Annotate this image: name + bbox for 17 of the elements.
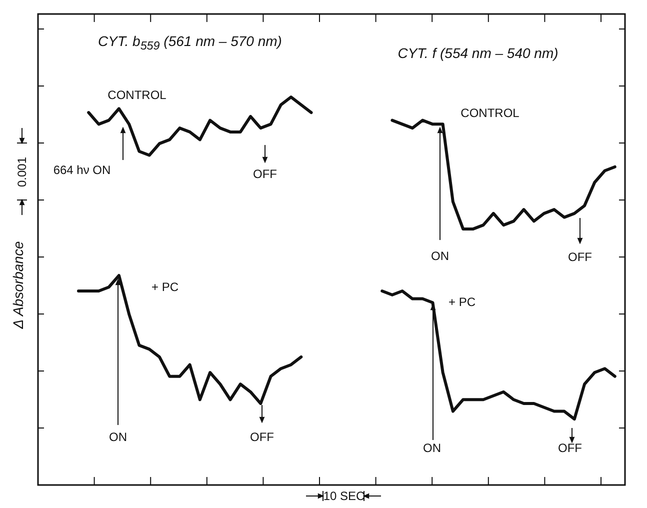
annotation: CONTROL: [108, 88, 166, 102]
text: 10 SEC: [323, 489, 365, 503]
text: CYT. f (554 nm – 540 nm): [398, 45, 558, 61]
annotation: ON: [423, 441, 441, 455]
text: 0.001: [15, 156, 29, 188]
annotation: OFF: [558, 441, 582, 455]
y-axis-title: Δ Absorbance: [10, 241, 26, 329]
annotation: + PC: [151, 280, 179, 294]
text: CYT. b$_{559}$ (561 nm – 570 nm): [98, 32, 282, 53]
annotation: + PC: [448, 295, 476, 309]
annotation: 664 hν ON: [53, 163, 111, 177]
annotation: ON: [109, 430, 127, 444]
annotation: OFF: [250, 430, 274, 444]
annotation: ON: [431, 249, 449, 263]
annotation: OFF: [253, 167, 277, 181]
annotation: CONTROL: [460, 106, 520, 120]
annotation: OFF: [568, 250, 592, 264]
